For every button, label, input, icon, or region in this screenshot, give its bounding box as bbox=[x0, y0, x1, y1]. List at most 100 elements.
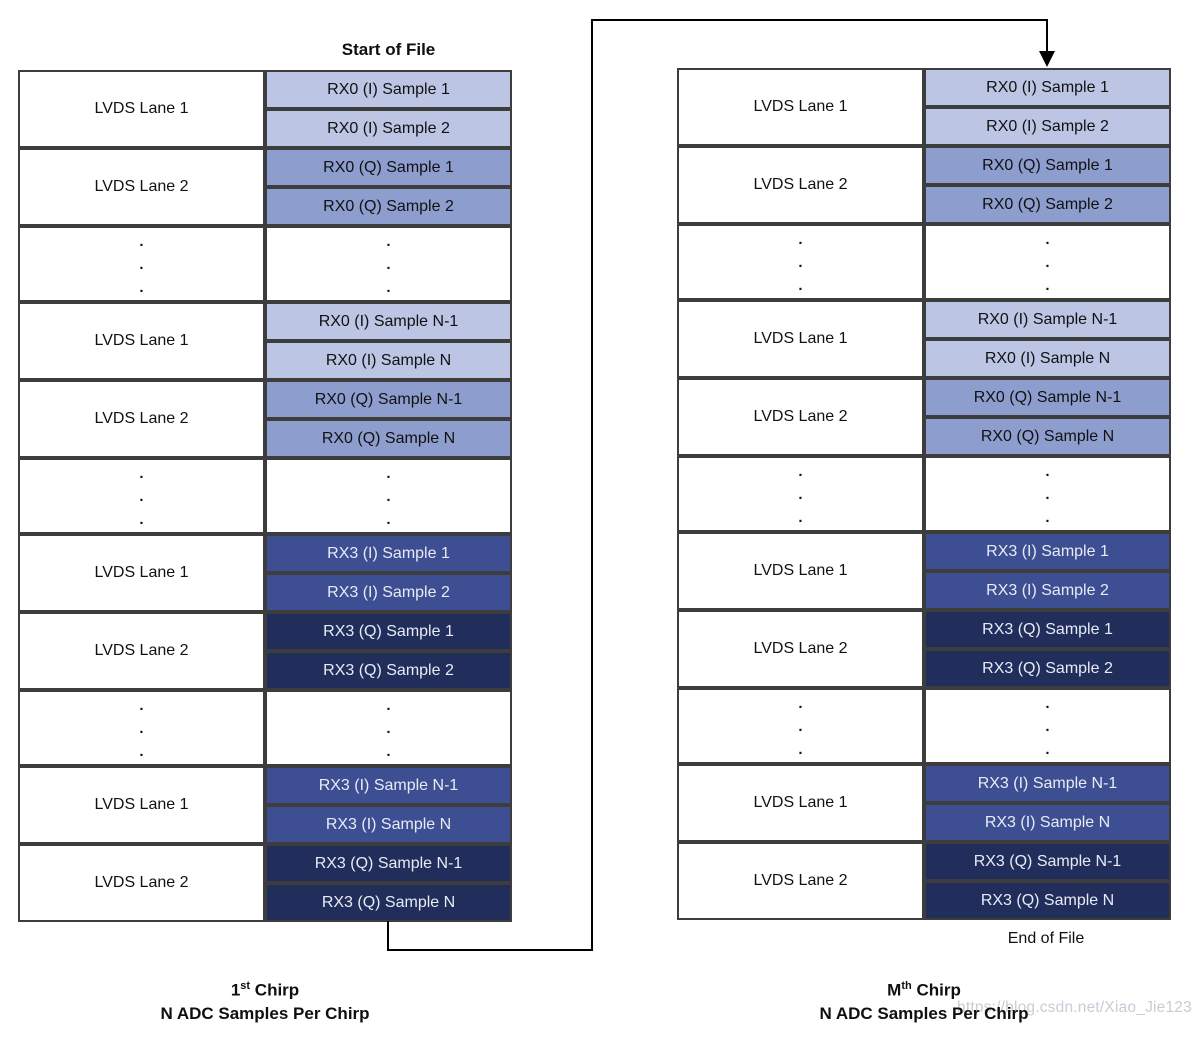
sample-cell: RX0 (Q) Sample 1 bbox=[924, 146, 1171, 185]
lane-row: LVDS Lane 1 RX3 (I) Sample N-1 RX3 (I) Sam… bbox=[677, 764, 1171, 842]
lvds-lane-label: LVDS Lane 1 bbox=[18, 302, 265, 380]
ellipsis-dot: . bbox=[1045, 253, 1050, 271]
ellipsis-dot: . bbox=[139, 232, 144, 250]
ellipsis-dot: . bbox=[798, 717, 803, 735]
ellipsis-dot: . bbox=[139, 510, 144, 528]
ellipsis-dot: . bbox=[1045, 230, 1050, 248]
sample-cell: RX0 (I) Sample 2 bbox=[924, 107, 1171, 146]
ellipsis-dot: . bbox=[1045, 462, 1050, 480]
lane-row: LVDS Lane 1 RX0 (I) Sample 1 RX0 (I) Sampl… bbox=[677, 68, 1171, 146]
sample-cell: RX0 (I) Sample N bbox=[265, 341, 512, 380]
lane-row: LVDS Lane 2 RX0 (Q) Sample N-1 RX0 (Q) Sam… bbox=[18, 380, 512, 458]
lvds-lane-label: LVDS Lane 2 bbox=[18, 844, 265, 922]
lane-column-ellipsis-cell: ... bbox=[677, 224, 924, 300]
sample-cell: RX3 (I) Sample N bbox=[924, 803, 1171, 842]
ellipsis-dot: . bbox=[139, 487, 144, 505]
lvds-lane-label: LVDS Lane 2 bbox=[677, 378, 924, 456]
ellipsis-dot: . bbox=[386, 278, 391, 296]
sample-stack: RX3 (Q) Sample N-1 RX3 (Q) Sample N bbox=[924, 842, 1171, 920]
sample-cell: RX0 (Q) Sample N bbox=[265, 419, 512, 458]
sample-cell: RX0 (I) Sample N-1 bbox=[265, 302, 512, 341]
lane-row: LVDS Lane 2 RX3 (Q) Sample 1 RX3 (Q) Sampl… bbox=[18, 612, 512, 690]
lvds-lane-label: LVDS Lane 1 bbox=[18, 70, 265, 148]
ellipsis-dot: . bbox=[386, 255, 391, 273]
ellipsis-dot: . bbox=[1045, 740, 1050, 758]
ellipsis-dot: . bbox=[798, 508, 803, 526]
sample-cell: RX3 (Q) Sample 2 bbox=[265, 651, 512, 690]
ellipsis-dot: . bbox=[139, 742, 144, 760]
lane-row: LVDS Lane 1 RX3 (I) Sample 1 RX3 (I) Sampl… bbox=[18, 534, 512, 612]
ellipsis-dot: . bbox=[139, 719, 144, 737]
ellipsis-dot: . bbox=[1045, 717, 1050, 735]
ellipsis-dot: . bbox=[139, 696, 144, 714]
sample-cell: RX3 (I) Sample N bbox=[265, 805, 512, 844]
mth-chirp-caption-line1: Mth Chirp bbox=[677, 975, 1171, 1002]
sample-cell: RX3 (Q) Sample 1 bbox=[924, 610, 1171, 649]
lane-row: LVDS Lane 2 RX3 (Q) Sample 1 RX3 (Q) Sampl… bbox=[677, 610, 1171, 688]
sample-cell: RX0 (Q) Sample 2 bbox=[924, 185, 1171, 224]
sample-cell: RX3 (I) Sample 2 bbox=[924, 571, 1171, 610]
lane-row: LVDS Lane 2 RX0 (Q) Sample N-1 RX0 (Q) Sam… bbox=[677, 378, 1171, 456]
sample-cell: RX3 (I) Sample 1 bbox=[265, 534, 512, 573]
ellipsis-dot: . bbox=[798, 253, 803, 271]
lane-row: LVDS Lane 1 RX0 (I) Sample N-1 RX0 (I) Sam… bbox=[18, 302, 512, 380]
sample-cell: RX0 (Q) Sample 2 bbox=[265, 187, 512, 226]
lvds-lane-label: LVDS Lane 2 bbox=[677, 610, 924, 688]
chirp-ordinal-suffix: th bbox=[901, 980, 912, 992]
ellipsis-dot: . bbox=[1045, 485, 1050, 503]
ellipsis-dot: . bbox=[139, 255, 144, 273]
sample-cell: RX0 (Q) Sample N-1 bbox=[265, 380, 512, 419]
lvds-lane-label: LVDS Lane 1 bbox=[677, 764, 924, 842]
ellipsis-row: ...... bbox=[18, 690, 512, 766]
lane-row: LVDS Lane 2 RX0 (Q) Sample 1 RX0 (Q) Sampl… bbox=[18, 148, 512, 226]
sample-stack: RX3 (I) Sample N-1 RX3 (I) Sample N bbox=[265, 766, 512, 844]
ellipsis-dot: . bbox=[1045, 694, 1050, 712]
sample-stack: RX0 (Q) Sample 1 RX0 (Q) Sample 2 bbox=[924, 146, 1171, 224]
ellipsis-dot: . bbox=[798, 462, 803, 480]
sample-cell: RX0 (I) Sample N bbox=[924, 339, 1171, 378]
ellipsis-dot: . bbox=[139, 278, 144, 296]
lane-column-ellipsis-cell: ... bbox=[18, 226, 265, 302]
lvds-lane-label: LVDS Lane 1 bbox=[677, 300, 924, 378]
sample-stack: RX0 (I) Sample 1 RX0 (I) Sample 2 bbox=[265, 70, 512, 148]
ellipsis-dot: . bbox=[386, 464, 391, 482]
ellipsis-row: ...... bbox=[18, 226, 512, 302]
ellipsis-row: ...... bbox=[677, 688, 1171, 764]
lane-row: LVDS Lane 1 RX0 (I) Sample 1 RX0 (I) Sampl… bbox=[18, 70, 512, 148]
sample-stack: RX3 (Q) Sample 1 RX3 (Q) Sample 2 bbox=[924, 610, 1171, 688]
sample-stack: RX3 (I) Sample 1 RX3 (I) Sample 2 bbox=[265, 534, 512, 612]
ellipsis-row: ...... bbox=[18, 458, 512, 534]
lane-row: LVDS Lane 2 RX3 (Q) Sample N-1 RX3 (Q) Sam… bbox=[677, 842, 1171, 920]
sample-stack: RX0 (Q) Sample 1 RX0 (Q) Sample 2 bbox=[265, 148, 512, 226]
chirp-number: 1 bbox=[230, 980, 241, 1000]
sample-column-ellipsis-cell: ... bbox=[265, 690, 512, 766]
sample-stack: RX3 (Q) Sample 1 RX3 (Q) Sample 2 bbox=[265, 612, 512, 690]
sample-cell: RX3 (I) Sample 1 bbox=[924, 532, 1171, 571]
sample-cell: RX0 (I) Sample 1 bbox=[265, 70, 512, 109]
lane-row: LVDS Lane 1 RX0 (I) Sample N-1 RX0 (I) Sam… bbox=[677, 300, 1171, 378]
sample-stack: RX3 (Q) Sample N-1 RX3 (Q) Sample N bbox=[265, 844, 512, 922]
ellipsis-dot: . bbox=[386, 696, 391, 714]
arrowhead-icon bbox=[1039, 51, 1055, 67]
sample-column-ellipsis-cell: ... bbox=[924, 224, 1171, 300]
mth-chirp-table: LVDS Lane 1 RX0 (I) Sample 1 RX0 (I) Sampl… bbox=[677, 68, 1171, 920]
ellipsis-dot: . bbox=[798, 694, 803, 712]
lvds-lane-label: LVDS Lane 2 bbox=[18, 148, 265, 226]
lvds-lane-label: LVDS Lane 1 bbox=[18, 766, 265, 844]
lvds-lane-label: LVDS Lane 1 bbox=[677, 532, 924, 610]
sample-stack: RX3 (I) Sample 1 RX3 (I) Sample 2 bbox=[924, 532, 1171, 610]
end-of-file-label: End of File bbox=[1007, 930, 1085, 947]
sample-cell: RX0 (I) Sample 2 bbox=[265, 109, 512, 148]
lvds-lane-label: LVDS Lane 2 bbox=[677, 842, 924, 920]
sample-cell: RX3 (I) Sample N-1 bbox=[924, 764, 1171, 803]
ellipsis-row: ...... bbox=[677, 456, 1171, 532]
sample-stack: RX0 (Q) Sample N-1 RX0 (Q) Sample N bbox=[924, 378, 1171, 456]
sample-cell: RX0 (I) Sample N-1 bbox=[924, 300, 1171, 339]
sample-stack: RX0 (I) Sample N-1 RX0 (I) Sample N bbox=[924, 300, 1171, 378]
sample-stack: RX3 (I) Sample N-1 RX3 (I) Sample N bbox=[924, 764, 1171, 842]
sample-cell: RX0 (Q) Sample N bbox=[924, 417, 1171, 456]
ellipsis-dot: . bbox=[386, 510, 391, 528]
sample-stack: RX0 (Q) Sample N-1 RX0 (Q) Sample N bbox=[265, 380, 512, 458]
lane-row: LVDS Lane 1 RX3 (I) Sample 1 RX3 (I) Sampl… bbox=[677, 532, 1171, 610]
